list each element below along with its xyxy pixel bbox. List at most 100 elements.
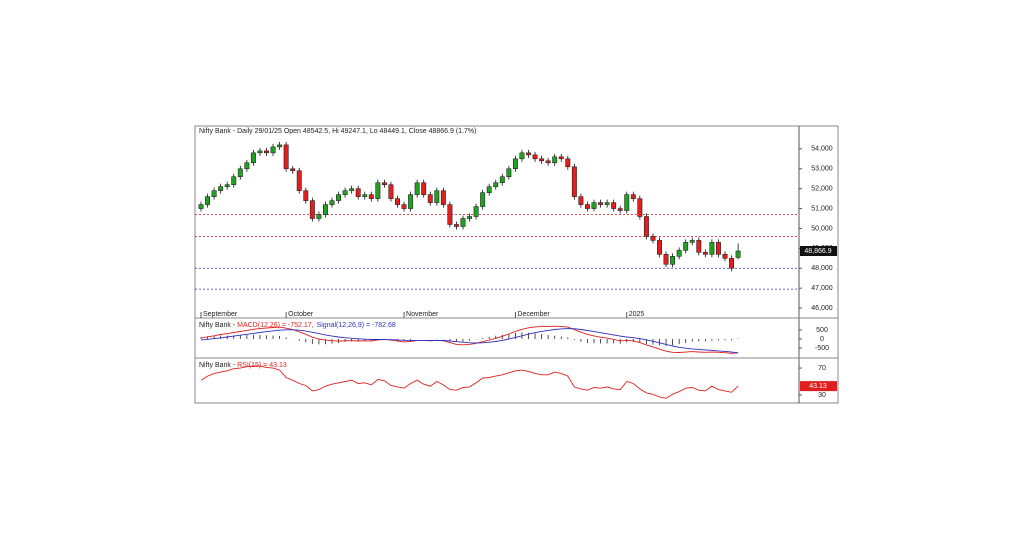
candle-body — [532, 154, 538, 160]
candle-body — [591, 202, 597, 209]
candle-body — [244, 162, 250, 170]
candle-body — [604, 202, 610, 205]
candle-body — [709, 242, 715, 255]
candle-body — [643, 216, 649, 237]
candle-body — [558, 156, 564, 160]
series-line — [200, 325, 739, 354]
candle-body — [218, 186, 224, 191]
candle-body — [696, 240, 702, 253]
candle-body — [578, 196, 584, 205]
panel-title: Nifty Bank - MACD(12,26) = -752.17, Signa… — [199, 322, 396, 329]
panel-title: Nifty Bank - RSI(15) = 43.13 — [199, 362, 287, 369]
candle-body — [329, 200, 335, 205]
x-tick-label: October — [288, 311, 314, 318]
y-tick-label: -500 — [815, 345, 829, 352]
candle-body — [395, 198, 400, 205]
last-price-label: 48,866.9 — [804, 248, 831, 255]
candle-body — [630, 194, 636, 199]
candle-body — [303, 190, 309, 201]
candle-body — [408, 194, 414, 209]
candle-body — [585, 204, 590, 209]
candle-body — [342, 190, 348, 195]
candle-body — [434, 190, 440, 203]
candle-body — [486, 186, 492, 193]
candle-body — [657, 240, 662, 255]
series-line — [200, 328, 739, 354]
candle-body — [650, 236, 656, 241]
y-tick-label: 48,000 — [811, 265, 833, 272]
candle-body — [375, 182, 381, 199]
candle-body — [296, 170, 302, 191]
y-tick-label: 50,000 — [811, 225, 833, 232]
y-tick-label: 47,000 — [811, 285, 833, 292]
candle-body — [381, 182, 387, 185]
candle-body — [388, 184, 394, 199]
candle-body — [716, 242, 721, 255]
candle-body — [617, 208, 623, 211]
x-tick-label: December — [517, 311, 550, 318]
candle-body — [663, 254, 669, 265]
candle-body — [506, 168, 512, 177]
legend-entry: Nifty Bank - — [199, 322, 237, 329]
candle-body — [689, 240, 695, 243]
x-tick-label: November — [406, 311, 439, 318]
series-line — [200, 365, 739, 399]
candle-body — [526, 152, 531, 156]
candle-body — [480, 192, 486, 207]
candle-body — [670, 256, 676, 265]
candle-body — [414, 182, 420, 195]
candle-body — [571, 166, 577, 197]
x-tick-label: 2025 — [629, 311, 645, 318]
candle-body — [427, 194, 433, 203]
candle-body — [565, 158, 571, 168]
candle-body — [421, 182, 427, 195]
candle-body — [224, 184, 230, 187]
candle-body — [270, 146, 276, 154]
candle-body — [290, 168, 296, 172]
candle-body — [722, 254, 728, 259]
y-tick-label: 0 — [820, 336, 824, 343]
candle-body — [198, 204, 204, 209]
candle-body — [368, 194, 374, 199]
candle-body — [512, 158, 518, 170]
chart-title: Nifty Bank - Daily 29/01/25 Open 48542.5… — [199, 128, 476, 135]
candle-body — [336, 194, 342, 201]
candle-body — [362, 194, 368, 197]
candle-body — [467, 216, 473, 219]
last-value-label: 43.13 — [809, 383, 827, 390]
candle-body — [676, 250, 682, 257]
y-tick-label: 52,000 — [811, 186, 833, 193]
x-tick-label: September — [203, 311, 238, 318]
candle-body — [552, 156, 558, 164]
candle-body — [309, 200, 315, 219]
candle-body — [237, 168, 243, 177]
candle-body — [205, 196, 211, 205]
legend-entry: Signal(12,26,9) = -782.68 — [317, 322, 396, 329]
y-tick-label: 53,000 — [811, 166, 833, 173]
candle-body — [323, 204, 328, 215]
candle-body — [454, 224, 459, 227]
candle-body — [598, 202, 603, 205]
legend-entry: RSI(15) = 43.13 — [237, 362, 287, 369]
candle-body — [735, 250, 741, 258]
y-tick-label: 54,000 — [811, 146, 833, 153]
candle-body — [277, 144, 283, 148]
last-value-box — [800, 381, 837, 392]
candle-body — [250, 152, 256, 164]
candle-body — [316, 214, 322, 219]
candle-body — [637, 198, 643, 217]
candle-body — [440, 190, 446, 205]
candle-body — [447, 204, 453, 225]
candle-body — [702, 252, 708, 255]
legend-entry: Nifty Bank - — [199, 362, 237, 369]
candle-body — [257, 150, 263, 154]
candle-body — [401, 204, 407, 209]
candle-body — [624, 194, 630, 211]
candle-body — [545, 160, 551, 164]
candle-body — [355, 188, 361, 197]
candle-body — [499, 176, 505, 183]
y-tick-label: 46,000 — [811, 305, 833, 312]
candle-body — [349, 188, 355, 191]
candle-body — [519, 152, 525, 160]
